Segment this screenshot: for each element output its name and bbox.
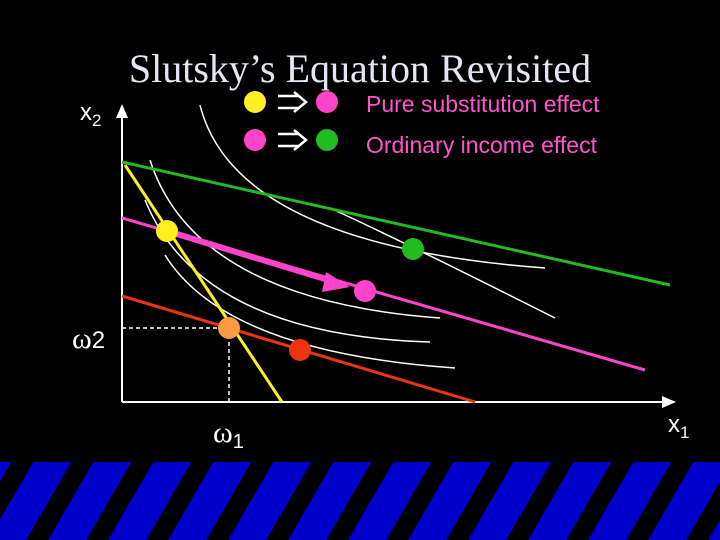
point-pivot (354, 280, 376, 302)
label-sub: 2 (92, 111, 101, 130)
legend-arrow (278, 129, 308, 151)
budget-line-shifted (123, 164, 284, 403)
decor-band (0, 462, 720, 540)
y-axis-label: x2 (80, 99, 101, 130)
substitution-arrow (166, 228, 336, 285)
label-base: x (668, 411, 680, 438)
endowment-y-label: ω2 (72, 322, 105, 355)
label-base: x (80, 99, 92, 126)
legend-dot (316, 129, 338, 151)
legend: Pure substitution effect Ordinary income… (244, 91, 600, 158)
legend-arrow (278, 91, 308, 113)
point-substitution (156, 220, 178, 242)
point-original (289, 339, 311, 361)
budget-line-final (121, 160, 671, 287)
endowment-x-label: ω1 (213, 416, 244, 453)
legend-dot (244, 129, 266, 151)
label-sub: 1 (233, 431, 244, 453)
label-base: ω (213, 416, 233, 449)
endowment-guides (122, 327, 230, 402)
legend-dot (316, 91, 338, 113)
arrow-head (322, 272, 350, 292)
x-axis-label: x1 (668, 411, 689, 442)
legend-label: Ordinary income effect (366, 132, 598, 158)
legend-dot (244, 91, 266, 113)
label-sub: 2 (92, 327, 105, 354)
point-final (402, 238, 424, 260)
label-sub: 1 (680, 423, 689, 442)
label-base: ω (72, 322, 92, 355)
point-endowment (218, 317, 240, 339)
title: Slutsky’s Equation Revisited (129, 46, 591, 91)
legend-label: Pure substitution effect (366, 91, 600, 117)
